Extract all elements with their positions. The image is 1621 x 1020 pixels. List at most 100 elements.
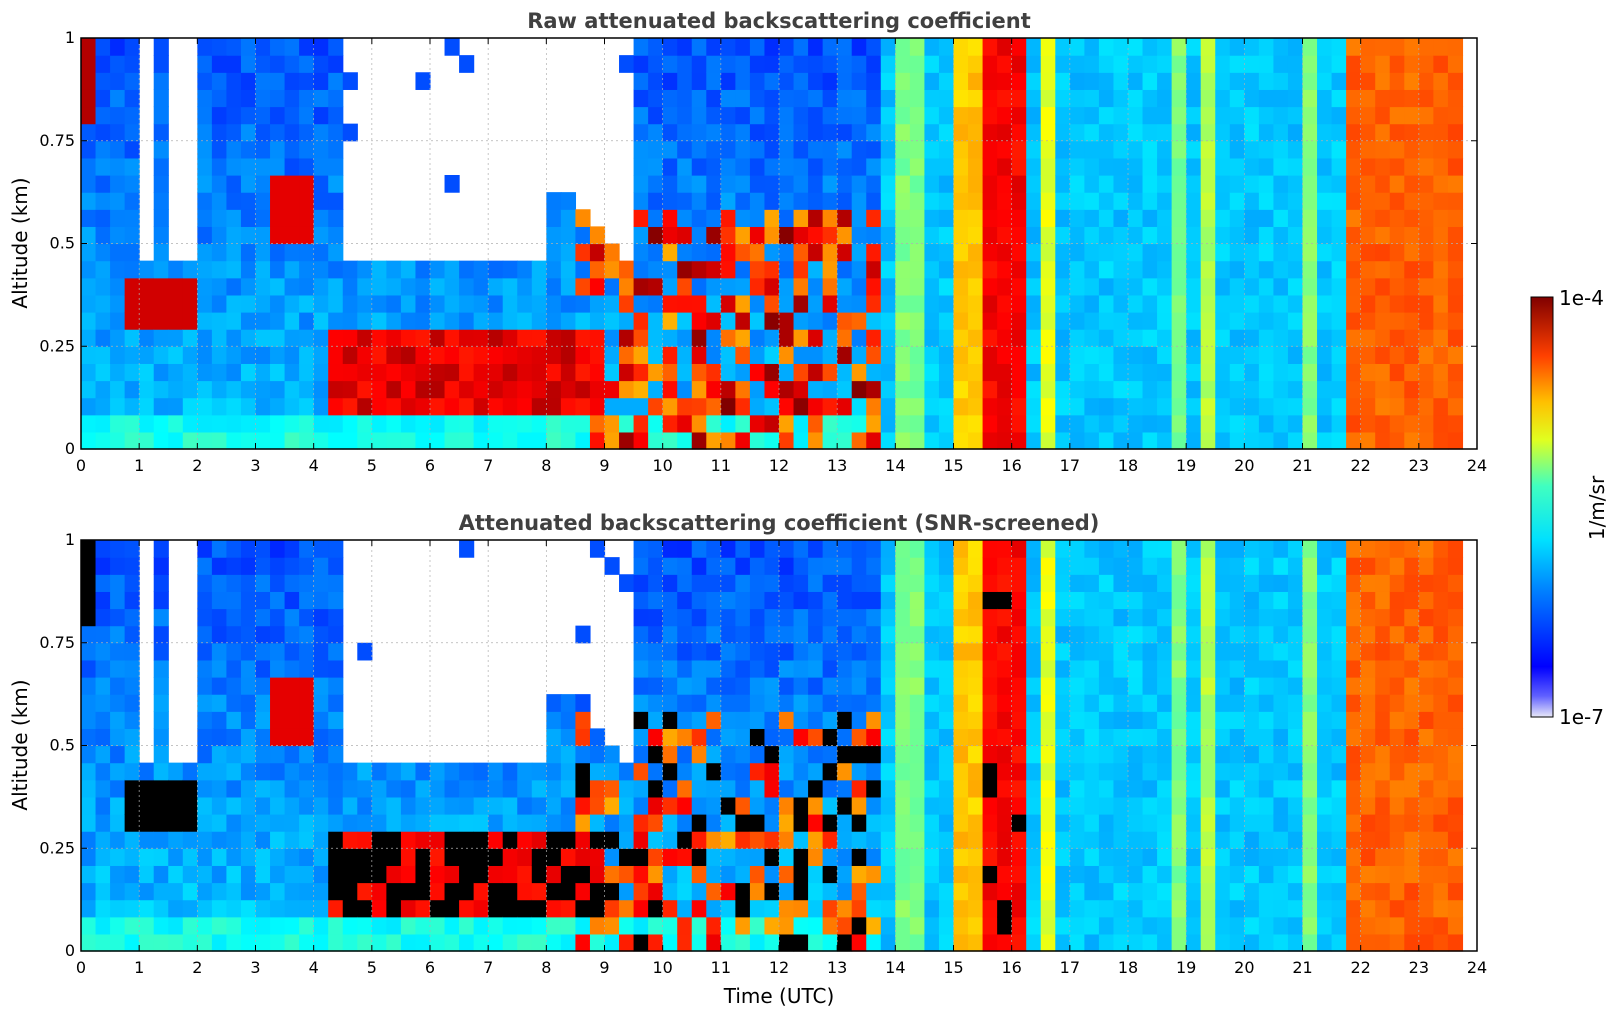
heatmap-cell	[1040, 831, 1056, 849]
heatmap-cell	[749, 312, 766, 330]
heatmap-cell	[81, 814, 97, 832]
heatmap-cell	[938, 380, 955, 399]
x-tick-label: 6	[425, 456, 435, 475]
heatmap-cell	[1215, 363, 1231, 382]
heatmap-cell	[328, 157, 344, 176]
heatmap-cell	[720, 312, 736, 330]
heatmap-cell	[124, 677, 140, 695]
heatmap-cell	[1258, 865, 1275, 884]
heatmap-cell	[1375, 916, 1391, 935]
x-tick-label: 13	[827, 958, 847, 977]
heatmap-cell	[1258, 608, 1275, 627]
heatmap-cell	[1433, 796, 1449, 815]
heatmap-cell	[1273, 38, 1289, 56]
heatmap-cell	[313, 796, 329, 815]
heatmap-cell	[735, 677, 751, 695]
heatmap-cell	[1346, 608, 1362, 627]
heatmap-cell	[997, 329, 1013, 347]
heatmap-cell	[604, 557, 620, 575]
heatmap-cell	[1011, 814, 1027, 832]
heatmap-cell	[560, 329, 577, 347]
heatmap-cell	[328, 848, 344, 866]
heatmap-cell	[997, 728, 1013, 747]
heatmap-cell	[880, 72, 896, 90]
heatmap-cell	[81, 38, 97, 56]
heatmap-cell	[459, 380, 475, 399]
heatmap-cell	[1098, 106, 1115, 125]
heatmap-cell	[1113, 38, 1129, 56]
heatmap-cell	[1200, 848, 1216, 866]
heatmap-cell	[604, 397, 620, 416]
heatmap-cell	[531, 831, 547, 849]
heatmap-cell	[1069, 294, 1085, 313]
heatmap-cell	[473, 260, 489, 279]
heatmap-cell	[619, 329, 635, 347]
heatmap-cell	[240, 123, 257, 142]
heatmap-cell	[1418, 192, 1434, 210]
heatmap-cell	[589, 831, 606, 849]
heatmap-cell	[153, 329, 169, 347]
heatmap-cell	[633, 745, 649, 764]
heatmap-cell	[851, 175, 867, 193]
heatmap-cell	[1331, 260, 1347, 279]
heatmap-cell	[706, 933, 722, 952]
heatmap-cell	[1229, 625, 1245, 644]
heatmap-cell	[284, 642, 300, 661]
heatmap-cell	[982, 123, 998, 142]
heatmap-cell	[677, 226, 693, 245]
heatmap-cell	[81, 346, 97, 364]
heatmap-cell	[1375, 591, 1391, 610]
heatmap-cell	[430, 899, 446, 918]
heatmap-cell	[459, 848, 475, 866]
heatmap-cell	[677, 745, 693, 764]
heatmap-cell	[1346, 933, 1362, 952]
heatmap-cell	[1098, 796, 1115, 815]
heatmap-cell	[968, 831, 984, 849]
heatmap-cell	[1098, 745, 1115, 764]
heatmap-cell	[575, 243, 591, 262]
y-tick-label: 0.5	[50, 736, 75, 755]
heatmap-cell	[1244, 312, 1260, 330]
heatmap-cell	[953, 277, 969, 296]
heatmap-cell	[1302, 899, 1318, 918]
heatmap-cell	[313, 779, 329, 798]
heatmap-cell	[648, 38, 664, 56]
heatmap-cell	[197, 277, 213, 296]
heatmap-cell	[619, 762, 635, 781]
heatmap-cell	[938, 625, 955, 644]
heatmap-cell	[589, 865, 606, 884]
heatmap-cell	[1011, 779, 1027, 798]
heatmap-cell	[851, 831, 867, 849]
heatmap-cell	[1142, 574, 1158, 592]
heatmap-cell	[589, 762, 606, 781]
heatmap-cell	[1258, 192, 1275, 210]
heatmap-cell	[197, 312, 213, 330]
heatmap-cell	[211, 123, 228, 142]
heatmap-cell	[1215, 865, 1231, 884]
heatmap-cell	[110, 814, 126, 832]
heatmap-cell	[1142, 608, 1158, 627]
heatmap-cell	[851, 243, 867, 262]
heatmap-cell	[1258, 329, 1275, 347]
heatmap-cell	[880, 642, 896, 661]
heatmap-cell	[328, 277, 344, 296]
heatmap-cell	[1302, 346, 1318, 364]
heatmap-cell	[1055, 779, 1071, 798]
heatmap-cell	[633, 916, 649, 935]
heatmap-cell	[648, 157, 664, 176]
heatmap-cell	[1317, 397, 1333, 416]
heatmap-cell	[328, 677, 344, 695]
heatmap-cell	[1215, 192, 1231, 210]
heatmap-cell	[1069, 882, 1085, 901]
heatmap-cell	[357, 260, 373, 279]
heatmap-cell	[1098, 140, 1115, 159]
heatmap-cell	[81, 677, 97, 695]
heatmap-cell	[197, 659, 213, 678]
heatmap-cell	[197, 243, 213, 262]
heatmap-cell	[313, 557, 329, 575]
heatmap-cell	[1186, 38, 1202, 56]
heatmap-cell	[182, 865, 198, 884]
heatmap-cell	[1389, 591, 1405, 610]
heatmap-cell	[808, 363, 824, 382]
heatmap-cell	[575, 814, 591, 832]
